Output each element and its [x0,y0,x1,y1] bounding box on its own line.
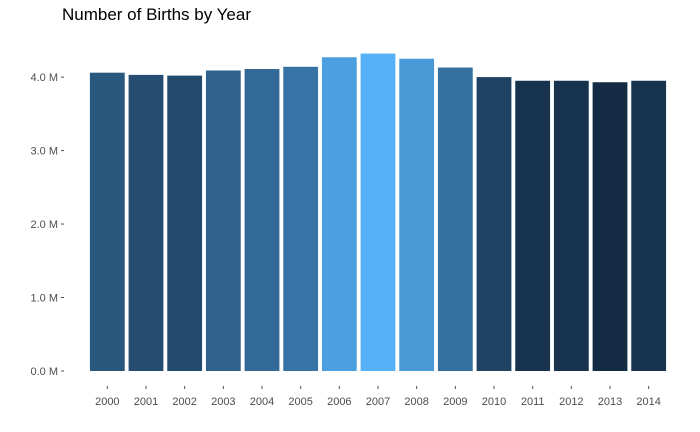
x-tick-label: 2007 [366,396,390,408]
bar-2003 [205,70,241,371]
y-tick-label: 3.0 M [30,146,58,158]
bar-2008 [399,58,435,372]
x-tick-label: 2004 [250,396,274,408]
bar-2010 [476,77,512,371]
bars [89,53,667,372]
bar-2002 [167,75,203,371]
x-tick-label: 2013 [598,396,622,408]
bar-2004 [244,69,280,371]
bar-2001 [128,74,164,371]
y-tick-label: 2.0 M [30,219,58,231]
y-tick-label: 0.0 M [30,366,58,378]
x-tick-label: 2010 [482,396,506,408]
bar-2011 [515,80,551,371]
bar-2012 [553,80,589,371]
bar-2007 [360,53,396,371]
bar-2000 [89,72,125,371]
x-tick-label: 2011 [521,396,545,408]
y-tick-label: 4.0 M [30,72,58,84]
chart-title: Number of Births by Year [62,5,251,24]
x-tick-label: 2012 [559,396,583,408]
x-tick-label: 2014 [636,396,660,408]
bar-2013 [592,82,628,372]
x-tick-label: 2000 [95,396,119,408]
y-axis: 0.0 M 1.0 M 2.0 M 3.0 M 4.0 M [30,72,64,378]
x-tick-label: 2003 [211,396,235,408]
x-tick-label: 2005 [288,396,312,408]
x-axis: 2000 2001 2002 2003 2004 2005 2006 2007 2008 2009… [95,386,661,408]
bar-2005 [283,66,319,372]
bar-2009 [437,67,473,371]
y-tick-label: 1.0 M [30,293,58,305]
bar-2006 [321,57,357,371]
x-tick-label: 2001 [134,396,158,408]
x-tick-label: 2009 [443,396,467,408]
x-tick-label: 2002 [172,396,196,408]
bar-2014 [631,80,667,371]
x-tick-label: 2008 [404,396,428,408]
x-tick-label: 2006 [327,396,351,408]
